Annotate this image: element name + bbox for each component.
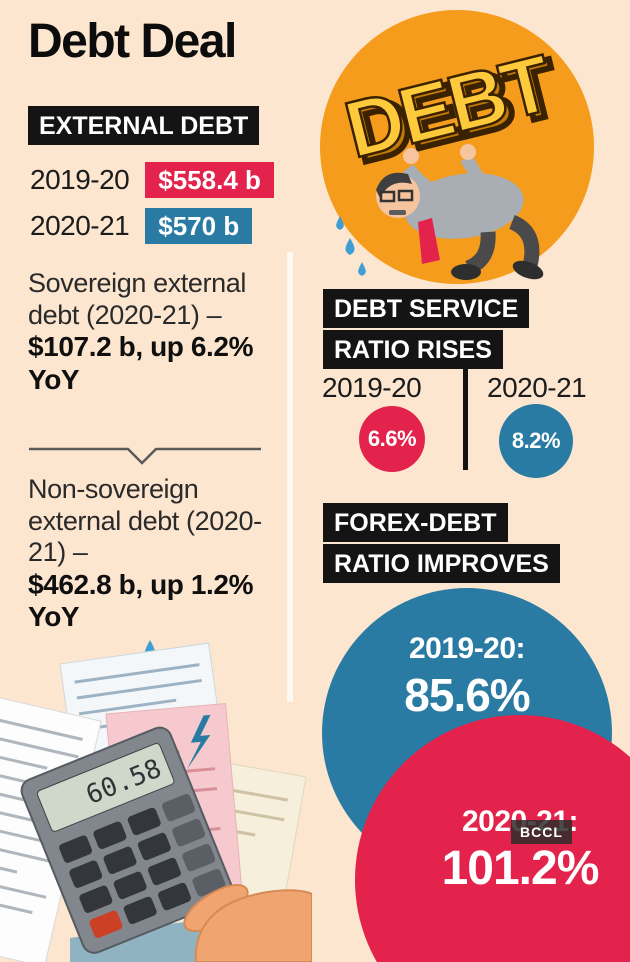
calculator: 60.58 bbox=[20, 726, 234, 954]
calculator-display bbox=[36, 742, 175, 832]
non-sovereign-debt-description: Non-sovereign external debt (2020-21) – bbox=[28, 474, 262, 568]
hand-illustration bbox=[183, 884, 312, 962]
debt-burden-cartoon: DEBT DEBT bbox=[320, 10, 594, 284]
bccl-watermark: BCCL bbox=[511, 820, 572, 844]
non-sovereign-debt-block: Non-sovereign external debt (2020-21) – … bbox=[28, 474, 283, 634]
bills-calculator-illustration: 60.58 bbox=[0, 640, 312, 962]
non-sovereign-debt-highlight: $462.8 b, up 1.2% YoY bbox=[28, 568, 254, 633]
sovereign-debt-highlight: $107.2 b, up 6.2% YoY bbox=[28, 331, 254, 395]
debt-service-heading-line2: RATIO RISES bbox=[323, 330, 503, 370]
external-debt-heading: EXTERNAL DEBT bbox=[28, 106, 260, 146]
external-debt-value-2020-21: $570 b bbox=[145, 208, 253, 245]
debt-service-ratio-2020-21-value: 8.2% bbox=[511, 428, 561, 453]
forex-debt-heading-line2: RATIO IMPROVES bbox=[323, 544, 560, 584]
sovereign-debt-block: Sovereign external debt (2020-21) – $107… bbox=[28, 268, 283, 397]
sovereign-debt-description: Sovereign external debt (2020-21) – bbox=[28, 268, 246, 330]
section-divider-notch bbox=[29, 447, 261, 465]
calculator-buttons bbox=[59, 793, 226, 938]
year-label-2019-20: 2019-20 bbox=[30, 164, 130, 196]
debt-service-ratio-2020-21-circle: 8.2% bbox=[499, 404, 573, 478]
debt-service-year-2020-21: 2020-21 bbox=[487, 372, 587, 403]
debt-service-ratio-2019-20-circle: 6.6% bbox=[359, 406, 425, 472]
external-debt-value-2019-20: $558.4 b bbox=[145, 162, 274, 199]
forex-debt-heading-line1: FOREX-DEBT bbox=[323, 503, 508, 543]
forex-debt-2019-20-value: 85.6% bbox=[404, 669, 530, 721]
forex-debt-2019-20-year: 2019-20: bbox=[408, 632, 526, 665]
debt-service-year-2019-20: 2019-20 bbox=[322, 372, 422, 403]
page-title: Debt Deal bbox=[28, 15, 237, 68]
red-tie bbox=[418, 218, 440, 264]
debt-service-ratio-2019-20-value: 6.6% bbox=[367, 426, 417, 451]
forex-debt-2020-21-value: 101.2% bbox=[441, 842, 600, 895]
debt-service-divider bbox=[463, 366, 468, 470]
year-label-2020-21: 2020-21 bbox=[30, 210, 130, 242]
external-debt-row-2019-20: 2019-20 $558.4 b bbox=[30, 162, 274, 199]
debt-service-heading-line1: DEBT SERVICE bbox=[323, 289, 530, 329]
cartoon-man bbox=[336, 144, 544, 280]
column-divider bbox=[287, 252, 293, 702]
external-debt-row-2020-21: 2020-21 $570 b bbox=[30, 208, 253, 245]
lightning-icon bbox=[187, 714, 211, 770]
